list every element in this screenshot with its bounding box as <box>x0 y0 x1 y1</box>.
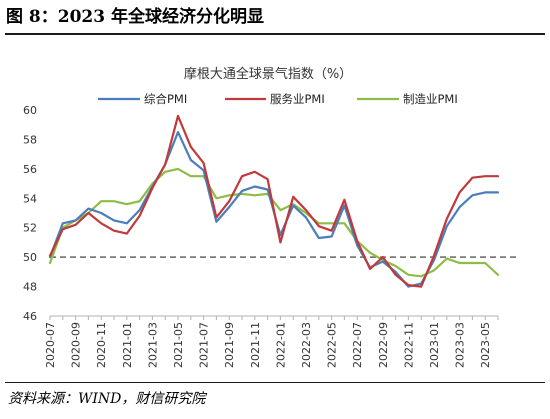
legend-label-services: 服务业PMI <box>270 92 325 106</box>
x-tick-label: 2021-01 <box>121 322 134 368</box>
top-rule <box>5 33 545 35</box>
y-tick-label: 46 <box>23 310 37 323</box>
x-tick-label: 2021-09 <box>223 322 236 368</box>
y-tick-label: 54 <box>23 192 37 205</box>
x-tick-label: 2022-01 <box>274 322 287 368</box>
x-tick-label: 2023-05 <box>479 322 492 368</box>
y-tick-label: 52 <box>23 222 37 235</box>
x-tick-label: 2022-03 <box>300 322 313 368</box>
x-tick-label: 2023-01 <box>428 322 441 368</box>
pmi-line-chart: 摩根大通全球景气指数（%） 综合PMI 服务业PMI 制造业PMI 46 48 50… <box>23 66 516 368</box>
y-tick-label: 58 <box>23 133 37 146</box>
x-tick-label: 2020-09 <box>70 322 83 368</box>
chart-title: 摩根大通全球景气指数（%） <box>184 66 352 82</box>
y-tick-label: 48 <box>23 281 37 294</box>
legend-label-composite: 综合PMI <box>144 92 187 106</box>
series-line-manufacturing <box>48 167 500 278</box>
source-note: 资料来源：WIND，财信研究院 <box>8 391 206 407</box>
y-tick-label: 60 <box>23 104 37 117</box>
legend-label-manufacturing: 制造业PMI <box>403 92 458 106</box>
series-group <box>48 114 500 288</box>
y-tick-label: 50 <box>23 251 37 264</box>
legend: 综合PMI 服务业PMI 制造业PMI <box>98 92 458 106</box>
x-tick-label: 2023-03 <box>454 322 467 368</box>
x-tick-label: 2021-05 <box>172 322 185 368</box>
x-axis: 2020-07 2020-09 2020-11 2021-01 2021-03 2021-… <box>44 315 499 368</box>
x-tick-label: 2022-09 <box>377 322 390 368</box>
x-tick-label: 2022-05 <box>326 322 339 368</box>
x-tick-label: 2022-11 <box>402 322 415 368</box>
x-tick-label: 2021-07 <box>198 322 211 368</box>
x-tick-label: 2021-03 <box>146 322 159 368</box>
x-tick-label: 2021-11 <box>249 322 262 368</box>
bottom-rule <box>5 382 545 383</box>
y-tick-label: 56 <box>23 163 37 176</box>
x-tick-label: 2022-07 <box>351 322 364 368</box>
x-tick-label: 2020-11 <box>95 322 108 368</box>
figure-title: 图 8：2023 年全球经济分化明显 <box>6 7 264 27</box>
y-axis: 46 48 50 52 54 56 58 60 <box>23 104 37 323</box>
series-line-services <box>48 114 500 288</box>
x-tick-label: 2020-07 <box>44 322 57 368</box>
